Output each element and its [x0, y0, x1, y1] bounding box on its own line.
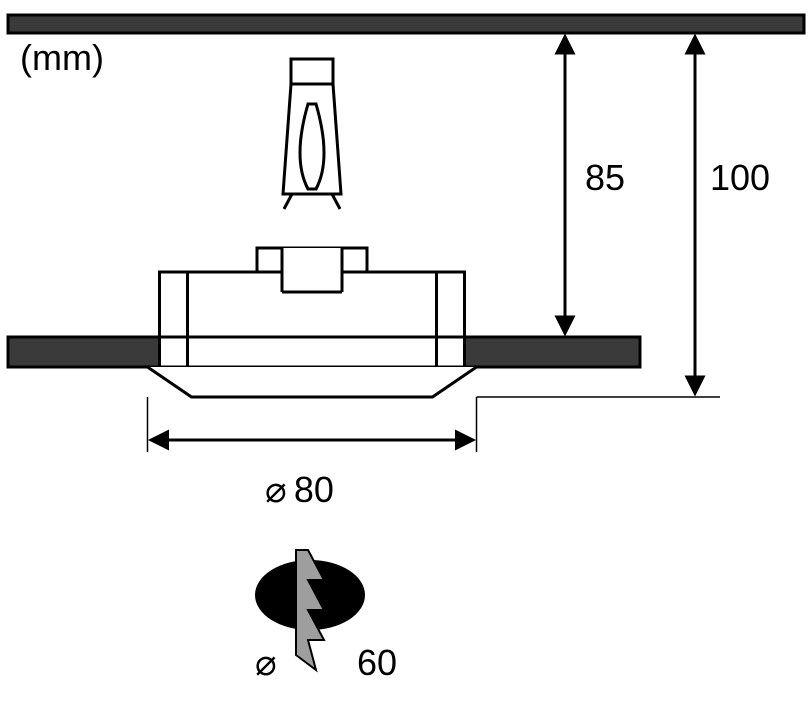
technical-svg: [0, 0, 812, 713]
dim-100-label: 100: [710, 160, 770, 196]
cutout-dia-label: 60: [357, 645, 397, 681]
unit-label: (mm): [20, 40, 104, 76]
cutout-prefix-label: ⌀: [255, 645, 277, 681]
dim-dia80-label: ⌀ 80: [265, 472, 334, 508]
dimension-drawing: (mm) 85 100 ⌀ 80 ⌀ 60: [0, 0, 812, 713]
dim-85-label: 85: [585, 160, 625, 196]
